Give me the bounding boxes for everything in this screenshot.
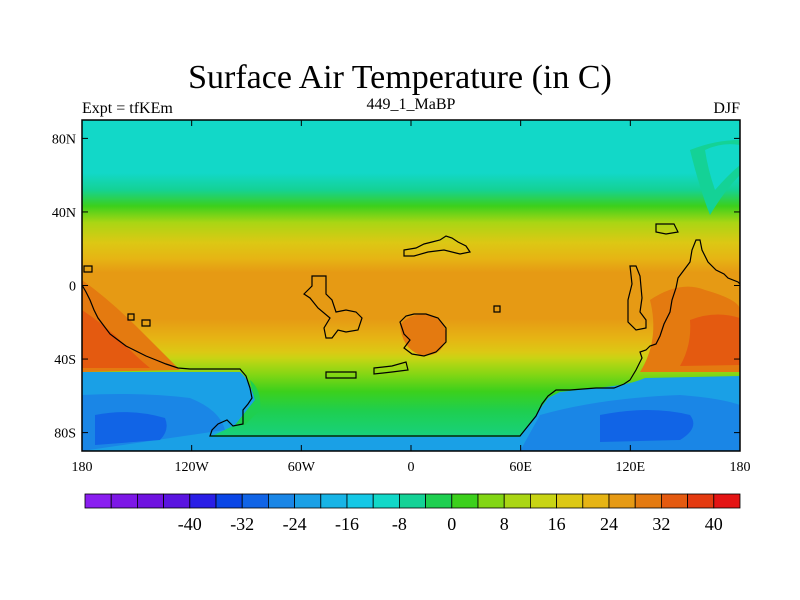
y-tick-label: 40S bbox=[54, 353, 76, 368]
colorbar-swatch bbox=[215, 493, 243, 509]
colorbar-tick-label: 40 bbox=[705, 514, 723, 534]
temperature-field bbox=[82, 120, 740, 451]
colorbar-swatch bbox=[713, 493, 741, 509]
western-islet-b bbox=[141, 319, 151, 327]
hot-region-central bbox=[400, 314, 447, 356]
colorbar-swatch bbox=[477, 493, 505, 509]
colorbar-swatch bbox=[503, 493, 531, 509]
y-tick-label: 40N bbox=[52, 206, 76, 221]
colorbar-tick-label: 0 bbox=[447, 514, 456, 534]
central-south-strip-a bbox=[325, 371, 357, 379]
y-tick-label: 80N bbox=[52, 132, 76, 147]
northern-cold-core bbox=[705, 144, 740, 190]
polar-landmass-outline bbox=[81, 239, 741, 437]
x-tick-label: 120E bbox=[616, 460, 646, 475]
experiment-label: Expt = tfKEm bbox=[82, 100, 173, 117]
colorbar-swatch bbox=[241, 493, 269, 509]
central-south-strip-b bbox=[373, 361, 409, 375]
colorbar-swatch bbox=[398, 493, 426, 509]
colorbar-swatch bbox=[84, 493, 112, 509]
colorbar-swatch bbox=[451, 493, 479, 509]
colorbar-swatch bbox=[320, 493, 348, 509]
eastern-landmass bbox=[627, 265, 647, 331]
colorbar-tick-label: 8 bbox=[500, 514, 509, 534]
x-tick-label: 60W bbox=[288, 460, 316, 475]
x-tick-label: 180 bbox=[72, 460, 93, 475]
season-label: DJF bbox=[713, 100, 740, 117]
eastern-islet bbox=[493, 305, 501, 313]
colorbar-swatch bbox=[163, 493, 191, 509]
colorbar-swatch bbox=[372, 493, 400, 509]
colorbar-swatch bbox=[687, 493, 715, 509]
map-axes: 180 120W 60W 0 60E 120E 180 80N 40N 0 40S 80S bbox=[52, 120, 751, 475]
colorbar-tick-label: 24 bbox=[600, 514, 618, 534]
polar-coldest-core bbox=[95, 410, 694, 445]
polar-cold-core bbox=[82, 394, 740, 451]
western-islet-a bbox=[127, 313, 135, 321]
colorbar-swatch bbox=[530, 493, 558, 509]
colorbar-tick-label: -16 bbox=[335, 514, 359, 534]
x-tick-label: 0 bbox=[408, 460, 415, 475]
colorbar-swatch bbox=[267, 493, 295, 509]
x-tick-label: 120W bbox=[175, 460, 210, 475]
colorbar-swatch bbox=[189, 493, 217, 509]
colorbar-swatch bbox=[136, 493, 164, 509]
central-landmass bbox=[399, 313, 447, 357]
x-tick-label: 180 bbox=[730, 460, 751, 475]
y-tick-label: 80S bbox=[54, 427, 76, 442]
northeast-small-landmass bbox=[655, 223, 679, 235]
colorbar: -40 -32 -24 -16 -8 0 8 16 24 32 40 bbox=[84, 493, 741, 534]
x-tick-label: 60E bbox=[509, 460, 532, 475]
colorbar-swatch bbox=[556, 493, 584, 509]
run-label: 449_1_MaBP bbox=[366, 96, 456, 113]
map-title: Surface Air Temperature (in C) bbox=[188, 59, 612, 96]
western-small-island bbox=[83, 265, 93, 273]
colorbar-tick-label: -32 bbox=[230, 514, 254, 534]
colorbar-tick-label: -40 bbox=[178, 514, 202, 534]
coastlines bbox=[81, 223, 741, 437]
colorbar-swatch bbox=[661, 493, 689, 509]
colorbar-swatch bbox=[634, 493, 662, 509]
colorbar-swatch bbox=[608, 493, 636, 509]
polar-edge-warm bbox=[235, 380, 261, 425]
central-north-landmass bbox=[403, 235, 471, 257]
colorbar-swatch bbox=[582, 493, 610, 509]
colorbar-swatch bbox=[425, 493, 453, 509]
y-tick-label: 0 bbox=[69, 280, 76, 295]
colorbar-swatch bbox=[110, 493, 138, 509]
colorbar-tick-label: -8 bbox=[392, 514, 407, 534]
colorbar-tick-label: 32 bbox=[652, 514, 670, 534]
colorbar-tick-label: 16 bbox=[548, 514, 566, 534]
colorbar-swatch bbox=[346, 493, 374, 509]
hot-region-east-core bbox=[680, 314, 740, 366]
colorbar-tick-label: -24 bbox=[283, 514, 307, 534]
central-west-landmass bbox=[303, 275, 363, 339]
colorbar-swatch bbox=[294, 493, 322, 509]
